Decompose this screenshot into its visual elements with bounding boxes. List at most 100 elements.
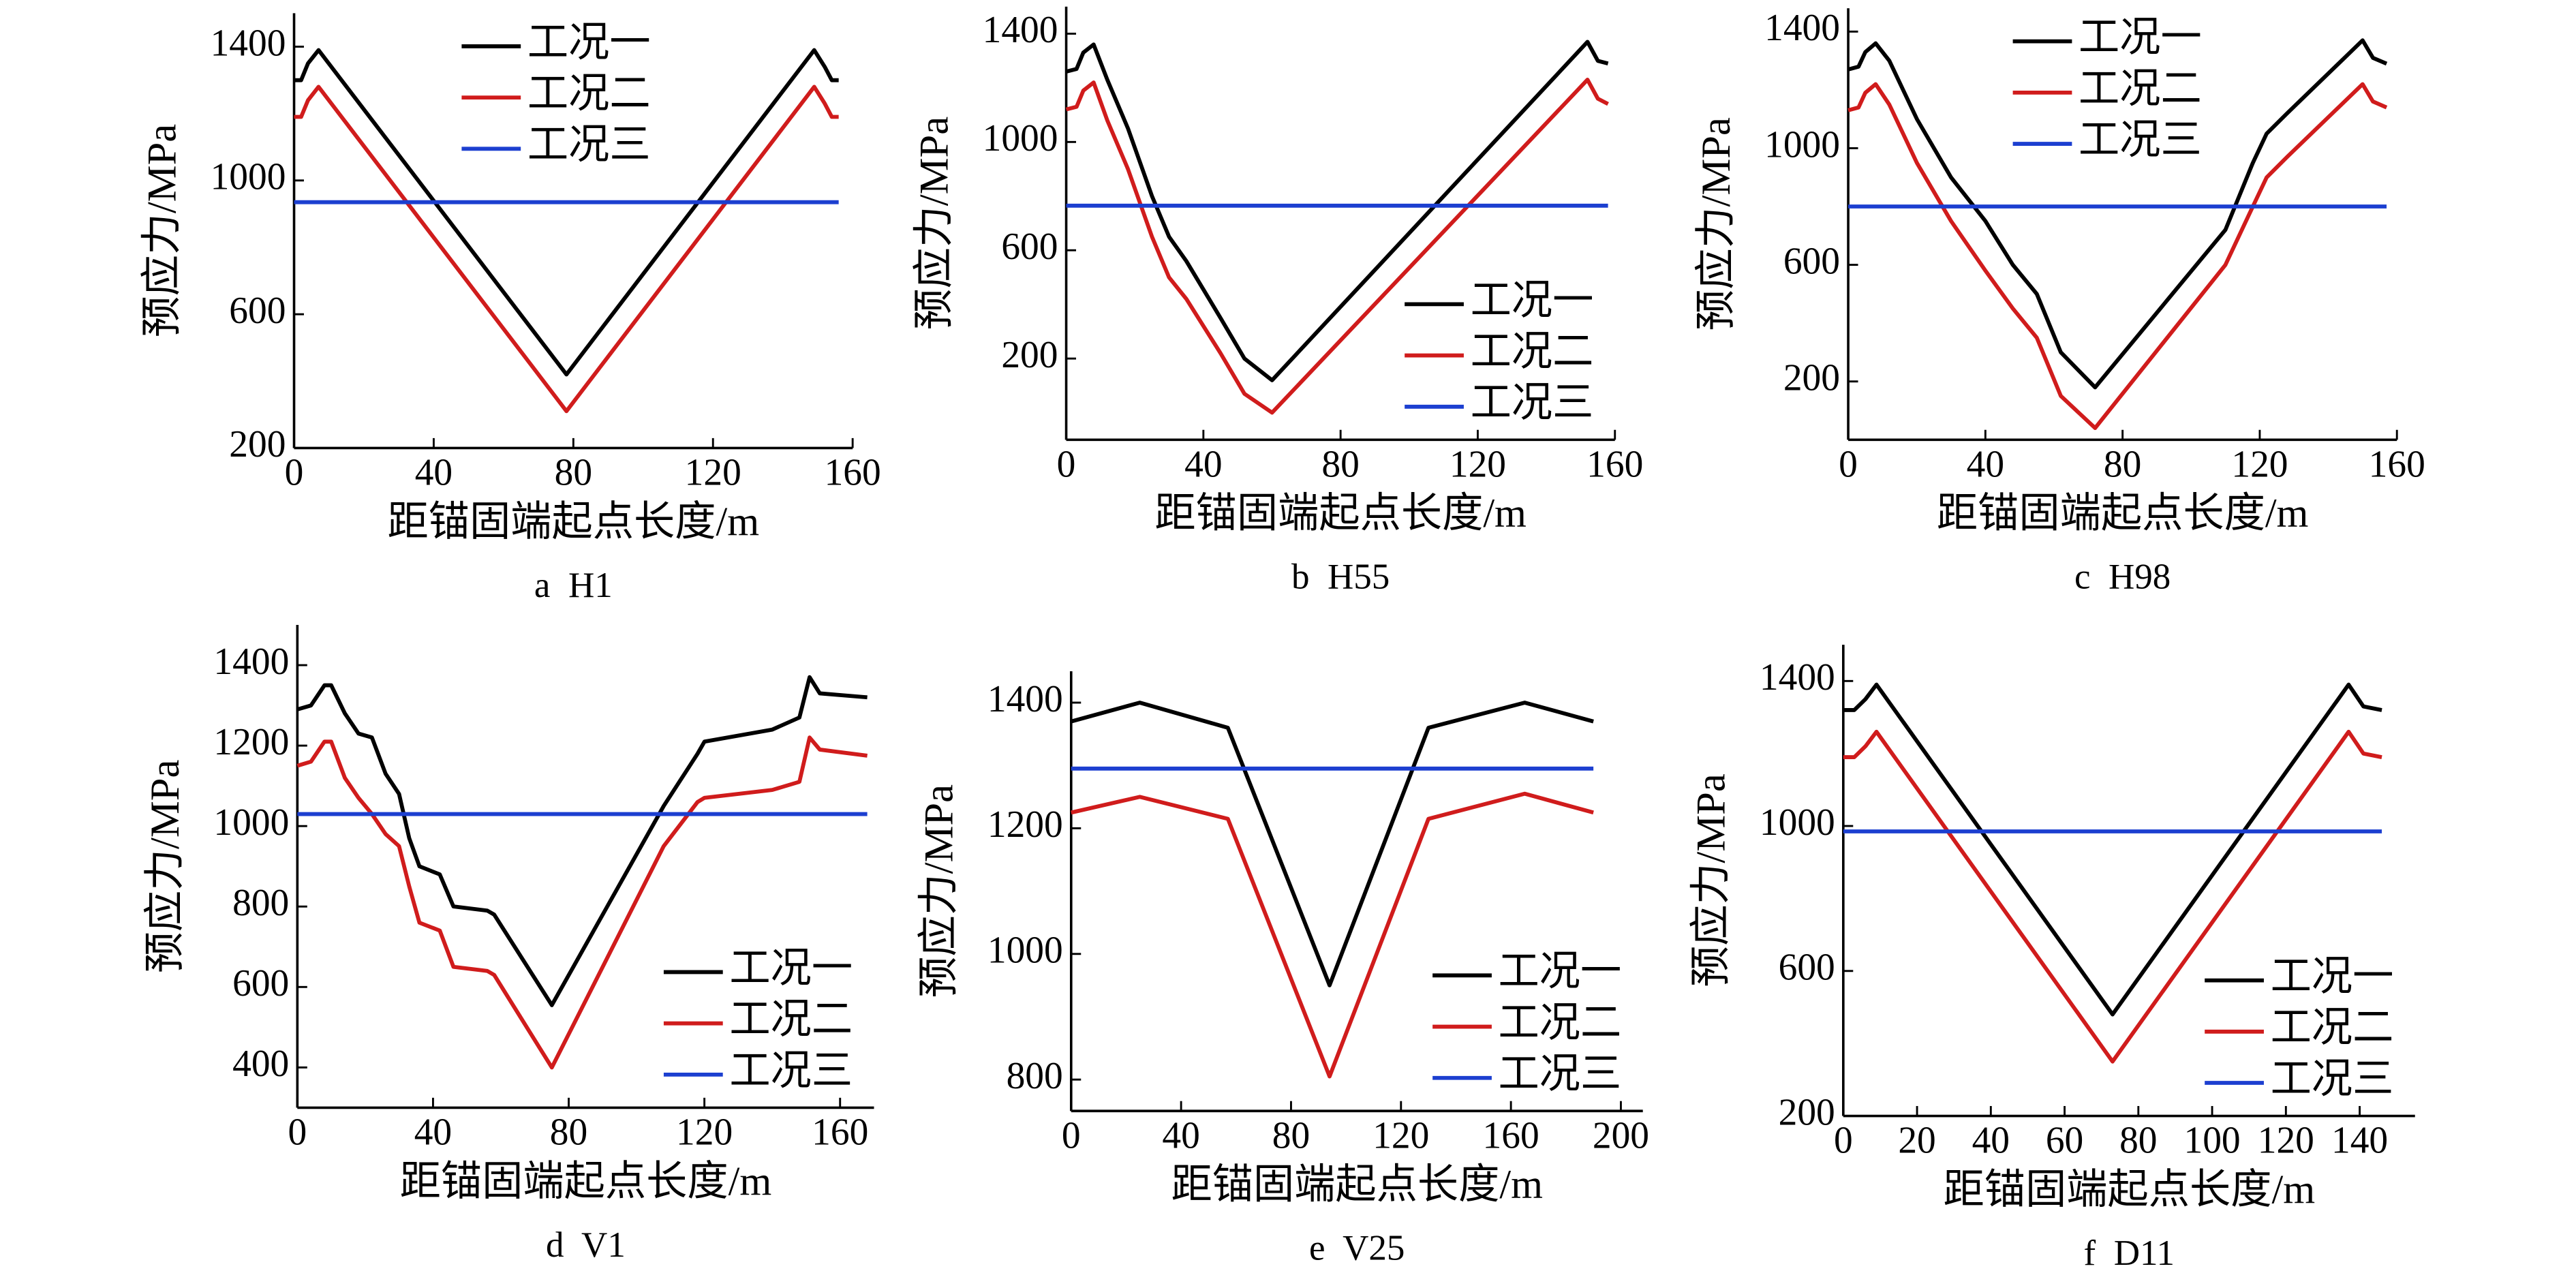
y-tick-label: 1400 — [211, 22, 286, 64]
y-tick-label: 800 — [1007, 1055, 1063, 1097]
x-tick-label: 160 — [1586, 443, 1643, 485]
panel-caption: a H1 — [534, 565, 613, 605]
series-line — [1071, 791, 1594, 1079]
x-tick-label: 40 — [1162, 1114, 1199, 1156]
panel-caption: b H55 — [1291, 557, 1390, 597]
x-axis-label: 距锚固端起点长度/m — [1937, 491, 2309, 536]
legend-label: 工况三 — [1499, 1051, 1622, 1096]
x-tick-label: 0 — [1834, 1119, 1853, 1161]
x-tick-label: 0 — [285, 451, 304, 493]
legend-label: 工况三 — [2079, 117, 2202, 163]
x-tick-label: 160 — [1483, 1114, 1539, 1156]
y-tick-label: 1000 — [1760, 801, 1835, 844]
series-line — [1065, 78, 1609, 415]
series-line — [1843, 682, 2382, 1017]
legend-label: 工况二 — [2271, 1005, 2394, 1051]
legend-label: 工况一 — [1499, 949, 1622, 994]
y-tick-label: 1200 — [213, 721, 289, 763]
x-tick-label: 120 — [2258, 1119, 2314, 1161]
panel-caption: e V25 — [1309, 1228, 1405, 1268]
x-tick-label: 40 — [415, 451, 453, 493]
x-axis-label: 距锚固端起点长度/m — [1171, 1162, 1543, 1208]
x-tick-label: 200 — [1593, 1114, 1649, 1156]
x-tick-label: 160 — [825, 451, 881, 493]
x-tick-label: 120 — [1450, 443, 1506, 485]
x-tick-label: 60 — [2046, 1119, 2083, 1161]
y-tick-label: 1200 — [987, 803, 1063, 846]
panel-caption: d V1 — [546, 1225, 626, 1265]
panel-caption: c H98 — [2074, 557, 2171, 597]
y-tick-label: 1400 — [1764, 7, 1840, 49]
series-line — [1065, 40, 1609, 382]
y-axis-label: 预应力/MPa — [139, 124, 185, 337]
x-axis-label: 距锚固端起点长度/m — [388, 499, 760, 545]
y-tick-label: 600 — [232, 962, 289, 1004]
x-axis-label: 距锚固端起点长度/m — [400, 1159, 772, 1204]
x-tick-label: 100 — [2183, 1119, 2240, 1161]
x-tick-label: 40 — [1972, 1119, 2010, 1161]
series-line — [1071, 701, 1594, 987]
y-axis-label: 预应力/MPa — [917, 784, 962, 998]
x-tick-label: 120 — [676, 1111, 733, 1153]
series-line — [1847, 38, 2388, 390]
x-tick-label: 160 — [812, 1111, 868, 1153]
x-axis-label: 距锚固端起点长度/m — [1943, 1167, 2315, 1212]
legend-label: 工况一 — [2271, 953, 2394, 999]
x-tick-label: 40 — [1184, 443, 1222, 485]
y-tick-label: 1400 — [983, 9, 1058, 51]
y-tick-label: 800 — [232, 882, 289, 924]
x-tick-label: 120 — [1373, 1114, 1429, 1156]
y-axis-label: 预应力/MPa — [912, 117, 957, 330]
x-tick-label: 80 — [1321, 443, 1359, 485]
x-tick-label: 140 — [2331, 1119, 2388, 1161]
x-tick-label: 40 — [414, 1111, 452, 1153]
legend-label: 工况三 — [527, 122, 651, 168]
y-tick-label: 200 — [1779, 1091, 1835, 1133]
x-tick-label: 20 — [1898, 1119, 1935, 1161]
legend-label: 工况一 — [2079, 14, 2202, 60]
series-line — [294, 48, 839, 377]
y-tick-label: 1000 — [213, 801, 289, 844]
y-tick-label: 400 — [232, 1043, 289, 1085]
y-tick-label: 1400 — [213, 641, 289, 683]
legend-label: 工况一 — [729, 945, 853, 991]
y-axis-label: 预应力/MPa — [1689, 773, 1734, 987]
y-tick-label: 200 — [229, 423, 286, 465]
x-tick-label: 80 — [555, 451, 592, 493]
legend-label: 工况二 — [2079, 66, 2202, 112]
x-axis-label: 距锚固端起点长度/m — [1154, 491, 1527, 536]
x-tick-label: 120 — [685, 451, 741, 493]
panel-caption: f D11 — [2084, 1233, 2175, 1273]
x-tick-label: 80 — [1272, 1114, 1310, 1156]
y-tick-label: 1000 — [211, 155, 286, 198]
x-tick-label: 80 — [2104, 443, 2141, 485]
x-tick-label: 160 — [2369, 443, 2425, 485]
legend-label: 工况二 — [1499, 1000, 1622, 1045]
y-tick-label: 1000 — [983, 117, 1058, 159]
legend-label: 工况三 — [2271, 1056, 2394, 1102]
x-tick-label: 80 — [2119, 1119, 2157, 1161]
x-tick-label: 0 — [1057, 443, 1076, 485]
series-line — [296, 735, 868, 1070]
legend-label: 工况二 — [527, 71, 651, 117]
y-tick-label: 600 — [229, 290, 286, 332]
x-tick-label: 40 — [1967, 443, 2004, 485]
series-line — [296, 675, 868, 1007]
legend-label: 工况三 — [1471, 380, 1594, 426]
legend-label: 工况一 — [527, 20, 651, 65]
x-tick-label: 0 — [288, 1111, 307, 1153]
y-tick-label: 200 — [1783, 356, 1840, 399]
x-tick-label: 0 — [1062, 1114, 1081, 1156]
legend-label: 工况二 — [729, 996, 853, 1042]
x-tick-label: 120 — [2231, 443, 2288, 485]
y-tick-label: 1000 — [1764, 123, 1840, 166]
y-tick-label: 1000 — [987, 929, 1063, 971]
series-line — [1847, 82, 2388, 430]
y-tick-label: 600 — [1001, 226, 1058, 268]
y-tick-label: 1400 — [1760, 656, 1835, 699]
y-tick-label: 1400 — [987, 678, 1063, 720]
y-axis-label: 预应力/MPa — [142, 760, 188, 973]
y-tick-label: 200 — [1001, 334, 1058, 376]
legend-label: 工况三 — [729, 1048, 853, 1094]
